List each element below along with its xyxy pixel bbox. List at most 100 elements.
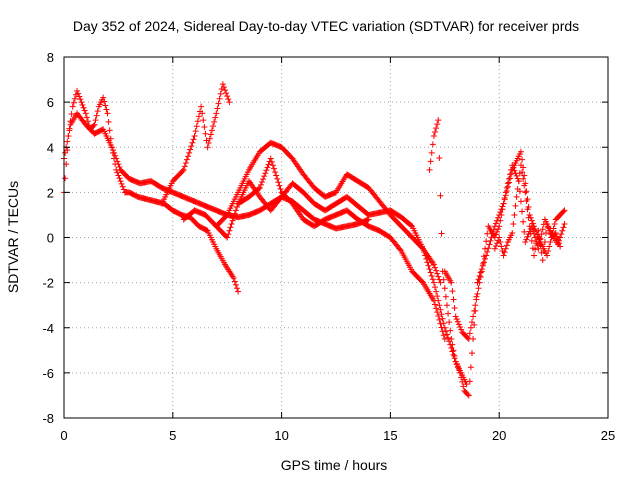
data-point [432,301,439,308]
data-point [557,243,564,250]
data-point [100,94,107,101]
data-point [496,211,503,218]
data-point [64,138,71,145]
data-point [457,369,464,376]
data-point [432,284,439,291]
series-track-a [61,87,242,295]
y-tick-label: -2 [42,276,54,291]
data-point [429,276,436,283]
data-point [84,118,91,125]
data-point [463,381,470,388]
data-point [276,182,283,189]
data-point [188,143,195,150]
data-point [226,99,233,106]
data-point [94,108,101,115]
data-point [499,203,506,210]
data-point [215,100,222,107]
data-point [223,213,230,220]
data-point [117,178,124,185]
data-point [109,147,116,154]
data-point [538,231,545,238]
y-tick-label: -8 [42,411,54,426]
data-point [454,364,461,371]
data-point [426,166,433,173]
data-point [542,229,549,236]
data-point [102,102,109,109]
x-axis-label: GPS time / hours [281,457,388,473]
data-point [62,149,69,156]
data-point [440,332,447,339]
data-point [77,96,84,103]
data-point [219,81,226,88]
data-point [200,117,207,124]
data-point [423,255,430,262]
data-point [453,361,460,368]
data-point [108,144,115,151]
data-point [509,229,516,236]
data-point [220,84,227,91]
data-point [225,96,232,103]
data-point [432,129,439,136]
data-point [435,313,442,320]
data-point [457,323,464,330]
data-point [558,231,565,238]
y-axis-label: SDTVAR / TECUs [5,181,21,293]
data-point [198,103,205,110]
data-point [465,336,472,343]
data-point [544,220,551,227]
data-point [522,189,529,196]
data-point [539,257,546,264]
data-point [443,302,450,309]
data-point [490,226,497,233]
data-point [458,326,465,333]
series-track-j [491,162,564,264]
data-point [261,173,268,180]
data-point [523,236,530,243]
data-point [438,311,445,318]
data-point [277,185,284,192]
data-point [498,206,505,213]
data-point [119,183,126,190]
data-point [528,237,535,244]
data-point [438,230,445,237]
data-point [104,110,111,117]
data-point [70,99,77,106]
x-tick-label: 5 [169,428,176,443]
data-point [80,104,87,111]
data-point [449,288,456,295]
data-point [464,391,471,398]
data-point [116,175,123,182]
data-point [180,166,187,173]
data-point [519,169,526,176]
data-point [116,163,123,170]
data-point [113,155,120,162]
series-track-f [235,178,470,388]
data-point [450,296,457,303]
data-point [427,158,434,165]
data-point [270,165,277,172]
data-point [475,276,482,283]
data-point [74,87,81,94]
data-point [450,347,457,354]
data-point [429,141,436,148]
data-point [62,175,69,182]
data-point [501,249,508,256]
data-point [434,309,441,316]
data-point [521,182,528,189]
data-point [491,245,498,252]
x-tick-label: 20 [492,428,506,443]
data-point [559,227,566,234]
data-point [484,248,491,255]
data-point [436,316,443,323]
data-point [489,230,496,237]
data-point [517,162,524,169]
data-point [214,105,221,112]
data-points [61,81,568,399]
data-point [190,136,197,143]
data-point [435,297,442,304]
data-point [560,224,567,231]
data-point [497,209,504,216]
data-point [442,328,449,335]
data-point [76,93,83,100]
data-point [488,234,495,241]
